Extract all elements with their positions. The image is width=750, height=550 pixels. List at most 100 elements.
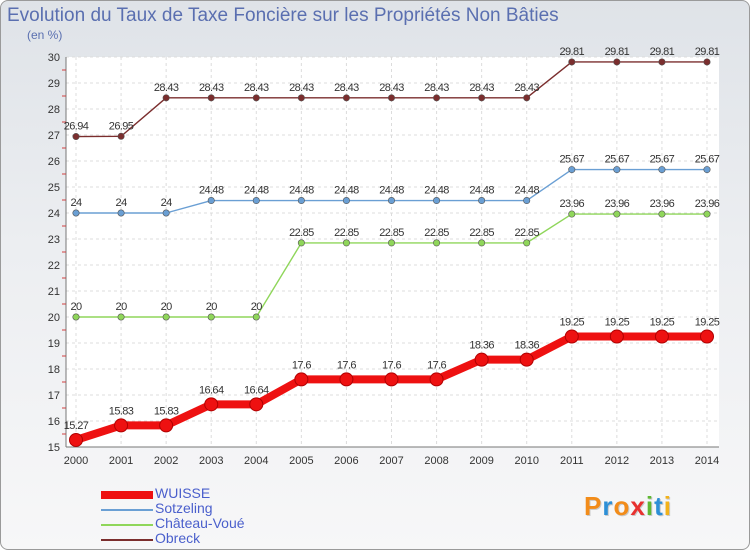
data-label: 20 bbox=[251, 301, 263, 313]
legend-swatch bbox=[101, 509, 153, 511]
legend-label: Obreck bbox=[155, 530, 201, 546]
data-label: 24.48 bbox=[199, 185, 224, 197]
data-point bbox=[478, 239, 486, 247]
data-label: 20 bbox=[116, 301, 128, 313]
data-label: 17.6 bbox=[427, 359, 446, 371]
data-label: 15.83 bbox=[154, 405, 179, 417]
data-label: 23.96 bbox=[560, 198, 585, 210]
data-label: 25.67 bbox=[650, 154, 675, 166]
data-label: 18.36 bbox=[514, 340, 539, 352]
y-tick-label: 21 bbox=[48, 286, 60, 298]
data-label: 22.85 bbox=[469, 227, 494, 239]
y-tick-label: 22 bbox=[48, 260, 60, 272]
data-point bbox=[613, 58, 621, 66]
data-point bbox=[162, 94, 170, 102]
data-point bbox=[609, 329, 624, 344]
data-point bbox=[568, 166, 576, 174]
data-label: 24.48 bbox=[334, 185, 359, 197]
data-point bbox=[252, 313, 260, 321]
data-label: 18.36 bbox=[469, 340, 494, 352]
x-tick-label: 2012 bbox=[605, 455, 629, 467]
data-point bbox=[519, 352, 534, 367]
data-point bbox=[252, 94, 260, 102]
data-point bbox=[564, 329, 579, 344]
data-point bbox=[703, 166, 711, 174]
data-point bbox=[252, 197, 260, 205]
data-label: 28.43 bbox=[244, 82, 269, 94]
data-label: 25.67 bbox=[695, 154, 720, 166]
data-label: 22.85 bbox=[379, 227, 404, 239]
x-tick-label: 2006 bbox=[334, 455, 358, 467]
y-tick-label: 29 bbox=[48, 78, 60, 90]
data-point bbox=[342, 239, 350, 247]
data-label: 19.25 bbox=[605, 317, 630, 329]
data-label: 15.83 bbox=[109, 405, 134, 417]
data-label: 29.81 bbox=[695, 46, 720, 58]
x-tick-label: 2008 bbox=[424, 455, 448, 467]
data-label: 24.48 bbox=[469, 185, 494, 197]
legend-swatch bbox=[101, 491, 153, 499]
data-point bbox=[703, 58, 711, 66]
data-point bbox=[342, 197, 350, 205]
data-point bbox=[114, 418, 129, 433]
data-point bbox=[384, 372, 399, 387]
y-tick-label: 26 bbox=[48, 156, 60, 168]
data-label: 23.96 bbox=[605, 198, 630, 210]
data-label: 29.81 bbox=[605, 46, 630, 58]
data-label: 24 bbox=[161, 197, 173, 209]
data-point bbox=[474, 352, 489, 367]
data-label: 28.43 bbox=[154, 82, 179, 94]
x-tick-label: 2005 bbox=[289, 455, 313, 467]
y-tick-label: 19 bbox=[48, 338, 60, 350]
y-tick-label: 30 bbox=[48, 52, 60, 64]
data-point bbox=[204, 397, 219, 412]
data-label: 15.27 bbox=[64, 420, 89, 432]
data-point bbox=[297, 94, 305, 102]
data-label: 19.25 bbox=[695, 317, 720, 329]
data-label: 24.48 bbox=[379, 185, 404, 197]
data-label: 22.85 bbox=[514, 227, 539, 239]
data-point bbox=[339, 372, 354, 387]
data-label: 17.6 bbox=[337, 359, 356, 371]
data-point bbox=[568, 210, 576, 218]
legend-swatch bbox=[101, 524, 153, 526]
data-label: 20 bbox=[206, 301, 218, 313]
data-point bbox=[117, 209, 125, 217]
legend-label: Château-Voué bbox=[155, 515, 245, 531]
y-tick-label: 28 bbox=[48, 104, 60, 116]
data-point bbox=[478, 197, 486, 205]
data-label: 25.67 bbox=[605, 154, 630, 166]
y-axis-unit: (en %) bbox=[27, 28, 63, 42]
x-tick-label: 2010 bbox=[514, 455, 538, 467]
y-tick-label: 17 bbox=[48, 390, 60, 402]
data-point bbox=[72, 313, 80, 321]
data-point bbox=[703, 210, 711, 218]
data-point bbox=[294, 372, 309, 387]
data-point bbox=[117, 132, 125, 140]
data-point bbox=[658, 58, 666, 66]
y-tick-label: 15 bbox=[48, 442, 60, 454]
x-tick-label: 2000 bbox=[64, 455, 88, 467]
data-label: 26.95 bbox=[109, 120, 134, 132]
data-label: 24.48 bbox=[244, 185, 269, 197]
data-label: 19.25 bbox=[560, 317, 585, 329]
data-label: 17.6 bbox=[382, 359, 401, 371]
data-point bbox=[433, 197, 441, 205]
data-point bbox=[162, 209, 170, 217]
chart-title: Evolution du Taux de Taxe Foncière sur l… bbox=[7, 5, 559, 26]
data-label: 29.81 bbox=[560, 46, 585, 58]
data-point bbox=[387, 94, 395, 102]
x-tick-label: 2002 bbox=[154, 455, 178, 467]
data-point bbox=[433, 94, 441, 102]
data-point bbox=[297, 197, 305, 205]
data-label: 24.48 bbox=[514, 185, 539, 197]
data-label: 28.43 bbox=[514, 82, 539, 94]
data-label: 28.43 bbox=[424, 82, 449, 94]
x-tick-label: 2011 bbox=[560, 455, 584, 467]
x-tick-label: 2014 bbox=[695, 455, 719, 467]
data-point bbox=[72, 133, 80, 141]
data-label: 23.96 bbox=[650, 198, 675, 210]
proxiti-logo: Proxiti bbox=[584, 491, 672, 521]
data-point bbox=[387, 197, 395, 205]
